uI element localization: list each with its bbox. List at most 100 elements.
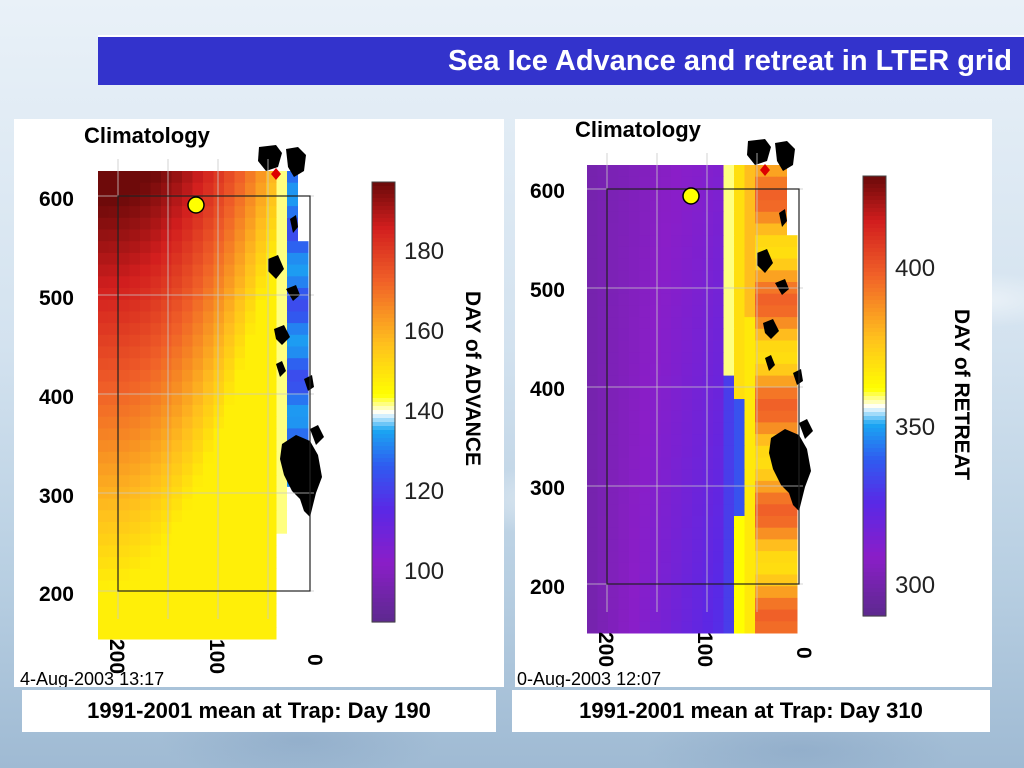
heatmap-cell xyxy=(245,533,256,546)
heatmap-cell xyxy=(629,434,640,447)
heatmap-cell xyxy=(755,340,766,353)
heatmap-cell xyxy=(150,580,162,593)
heatmap-cell xyxy=(681,562,693,575)
heatmap-cell xyxy=(213,323,225,336)
heatmap-cell xyxy=(671,352,682,365)
heatmap-cell xyxy=(171,475,183,488)
heatmap-cell xyxy=(213,510,225,523)
heatmap-cell xyxy=(171,533,183,546)
colorbar-swatch xyxy=(863,528,886,533)
heatmap-cell xyxy=(702,399,714,412)
heatmap-cell xyxy=(171,299,183,312)
heatmap-cell xyxy=(629,551,640,564)
heatmap-cell xyxy=(692,609,703,622)
colorbar-swatch xyxy=(372,342,395,347)
heatmap-cell xyxy=(203,358,214,371)
colorbar-swatch xyxy=(863,308,886,313)
heatmap-cell xyxy=(734,188,745,201)
heatmap-cell xyxy=(587,363,598,377)
colorbar-swatch xyxy=(372,210,395,215)
heatmap-cell xyxy=(245,568,256,581)
heatmap-cell xyxy=(629,375,640,388)
heatmap-cell xyxy=(587,551,598,564)
heatmap-cell xyxy=(213,498,225,511)
coastline-shape xyxy=(779,209,787,227)
heatmap-cell xyxy=(755,597,766,611)
heatmap-cell xyxy=(140,323,151,336)
colorbar-swatch xyxy=(863,608,886,613)
heatmap-cell xyxy=(119,288,130,301)
colorbar-swatch xyxy=(372,454,395,459)
heatmap-cell xyxy=(587,539,598,552)
heatmap-cell xyxy=(266,381,277,394)
heatmap-cell xyxy=(297,615,309,628)
colorbar-swatch xyxy=(372,558,395,563)
heatmap-cell xyxy=(266,171,277,184)
heatmap-cell xyxy=(723,211,735,224)
heatmap-cell xyxy=(129,592,141,605)
heatmap-cell xyxy=(671,270,682,283)
heatmap-cell xyxy=(140,229,151,242)
heatmap-cell xyxy=(213,393,225,406)
heatmap-cell xyxy=(629,492,640,505)
heatmap-cell xyxy=(681,492,693,505)
heatmap-cell xyxy=(744,504,756,517)
heatmap-cell xyxy=(108,334,120,347)
colorbar-swatch xyxy=(372,318,395,323)
heatmap-cell xyxy=(203,592,214,605)
colorbar-swatch xyxy=(863,420,886,425)
heatmap-cell xyxy=(171,463,183,476)
heatmap-cell xyxy=(245,276,256,289)
heatmap-cell xyxy=(171,545,183,558)
heatmap-cell xyxy=(660,305,672,318)
heatmap-cell xyxy=(629,165,640,178)
heatmap-cell xyxy=(297,393,309,406)
heatmap-cell xyxy=(618,258,630,271)
heatmap-cell xyxy=(734,621,745,634)
heatmap-cell xyxy=(119,393,130,406)
heatmap-cell xyxy=(297,346,309,359)
heatmap-cell xyxy=(150,171,162,184)
colorbar-tick-label: 400 xyxy=(895,255,935,282)
heatmap-cell xyxy=(765,492,777,505)
heatmap-cell xyxy=(702,223,714,236)
heatmap-cell xyxy=(681,387,693,400)
heatmap-cell xyxy=(276,229,288,242)
heatmap-cell xyxy=(192,522,204,535)
colorbar-swatch xyxy=(863,568,886,573)
heatmap-cell xyxy=(245,627,256,640)
heatmap-cell xyxy=(182,194,193,207)
colorbar-swatch xyxy=(863,332,886,337)
heatmap-cell xyxy=(213,182,225,195)
heatmap-cell xyxy=(255,206,267,219)
heatmap-cell xyxy=(192,171,204,184)
heatmap-cell xyxy=(744,469,756,482)
heatmap-cell xyxy=(660,469,672,482)
colorbar-swatch xyxy=(863,500,886,505)
colorbar-swatch xyxy=(863,524,886,529)
land-mask xyxy=(258,145,324,517)
heatmap-cell xyxy=(150,393,162,406)
heatmap-cell xyxy=(245,229,256,242)
heatmap-cell xyxy=(119,311,130,324)
heatmap-cell xyxy=(171,358,183,371)
colorbar-swatch xyxy=(863,236,886,241)
heatmap-cell xyxy=(713,211,724,224)
heatmap-cell xyxy=(618,200,630,213)
heatmap-cell xyxy=(161,369,172,383)
heatmap-cell xyxy=(150,451,162,464)
heatmap-cell xyxy=(213,369,225,383)
heatmap-cell xyxy=(713,387,724,400)
heatmap-cell xyxy=(98,276,109,289)
heatmap-cell xyxy=(140,557,151,570)
heatmap-cell xyxy=(98,299,109,312)
heatmap-cell xyxy=(224,568,235,581)
heatmap-cell xyxy=(255,381,267,394)
heatmap-cell xyxy=(161,276,172,289)
colorbar-swatch xyxy=(863,196,886,201)
heatmap-cell xyxy=(255,264,267,277)
heatmap-cell xyxy=(660,387,672,400)
heatmap-cell xyxy=(608,562,619,575)
heatmap-cell xyxy=(203,171,214,184)
heatmap-cell xyxy=(734,375,745,388)
